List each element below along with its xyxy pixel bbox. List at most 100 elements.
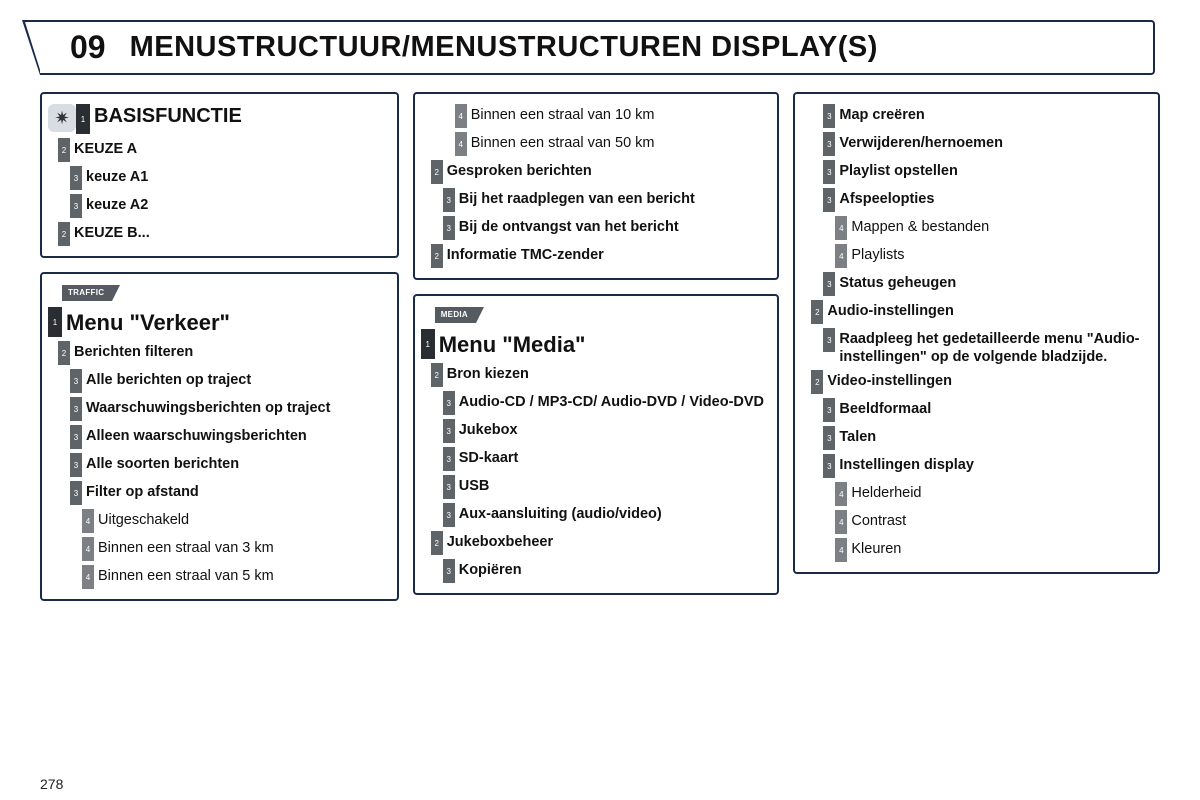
menu-item: 3Audio-CD / MP3-CD/ Audio-DVD / Video-DV… [421, 389, 770, 417]
menu-label: keuze A2 [86, 194, 148, 214]
columns: ✷ 1 BASISFUNCTIE 2KEUZE A3keuze A13keuze… [40, 92, 1160, 601]
menu-label: KEUZE A [74, 138, 137, 158]
menu-item: 3keuze A1 [48, 164, 389, 192]
menu-item: 4Kleuren [801, 536, 1150, 564]
menu-label: Informatie TMC-zender [447, 244, 604, 264]
menu-item: 2KEUZE A [48, 136, 389, 164]
level-marker: 2 [431, 160, 443, 184]
level-marker: 1 [421, 329, 435, 359]
menu-label: Talen [839, 426, 876, 446]
level-marker: 3 [443, 188, 455, 212]
menu-label: Instellingen display [839, 454, 974, 474]
menu-label: Kleuren [851, 538, 901, 558]
level-marker: 4 [82, 565, 94, 589]
menu-label: Afspeelopties [839, 188, 934, 208]
menu-label: Berichten filteren [74, 341, 193, 361]
level-marker: 3 [443, 216, 455, 240]
level-marker: 3 [443, 419, 455, 443]
level-marker: 3 [70, 194, 82, 218]
level-marker: 4 [835, 538, 847, 562]
level-marker: 3 [443, 447, 455, 471]
level-marker: 4 [455, 104, 467, 128]
menu-item: 3Alleen waarschuwingsberichten [48, 423, 389, 451]
level-marker: 2 [431, 244, 443, 268]
level-marker: 4 [82, 537, 94, 561]
menu-item: 3USB [421, 473, 770, 501]
menu-label: KEUZE B... [74, 222, 150, 242]
menu-item: 4Helderheid [801, 480, 1150, 508]
level-marker: 3 [823, 328, 835, 352]
level-marker: 3 [70, 397, 82, 421]
menu-label: Bron kiezen [447, 363, 529, 383]
column-2: 4Binnen een straal van 10 km4Binnen een … [413, 92, 780, 601]
level-marker: 4 [835, 482, 847, 506]
traffic-chip: TRAFFIC [62, 285, 112, 301]
menu-item: 4Binnen een straal van 5 km [48, 563, 389, 591]
menu-label: Audio-instellingen [827, 300, 953, 320]
brightness-icon: ✷ [48, 104, 76, 132]
chapter-tab: 09 MENUSTRUCTUUR/MENUSTRUCTUREN DISPLAY(… [40, 20, 1155, 75]
menu-label: Waarschuwingsberichten op traject [86, 397, 330, 417]
menu-item: 2Berichten filteren [48, 339, 389, 367]
menu-label: Map creëren [839, 104, 924, 124]
menu-label: Video-instellingen [827, 370, 952, 390]
menu-item: 3Beeldformaal [801, 396, 1150, 424]
menu-item: 2Jukeboxbeheer [421, 529, 770, 557]
level-marker: 3 [70, 453, 82, 477]
menu-label: Alle berichten op traject [86, 369, 251, 389]
menu-item: 4Uitgeschakeld [48, 507, 389, 535]
media-chip: MEDIA [435, 307, 476, 323]
level-marker: 4 [835, 244, 847, 268]
menu-label: keuze A1 [86, 166, 148, 186]
menu-label: Mappen & bestanden [851, 216, 989, 236]
menu-item: 3Verwijderen/hernoemen [801, 130, 1150, 158]
level-marker: 4 [835, 216, 847, 240]
menu-label: Alle soorten berichten [86, 453, 239, 473]
menu-item: 4Binnen een straal van 10 km [421, 102, 770, 130]
level-marker: 3 [823, 426, 835, 450]
menu-item: 3Jukebox [421, 417, 770, 445]
level-marker: 3 [443, 559, 455, 583]
level-marker: 1 [48, 307, 62, 337]
menu-item: 3Raadpleeg het gedetailleerde menu "Audi… [801, 326, 1150, 368]
menu-label: Aux-aansluiting (audio/video) [459, 503, 662, 523]
panel-title: Menu "Media" [439, 329, 586, 359]
menu-label: Audio-CD / MP3-CD/ Audio-DVD / Video-DVD [459, 391, 764, 411]
title-row: ✷ 1 BASISFUNCTIE [48, 102, 389, 136]
panel-title: Menu "Verkeer" [66, 307, 230, 337]
page-header: 09 MENUSTRUCTUUR/MENUSTRUCTUREN DISPLAY(… [40, 20, 1160, 80]
level-marker: 4 [82, 509, 94, 533]
menu-item: 3Alle soorten berichten [48, 451, 389, 479]
title-row: 1 Menu "Media" [421, 327, 770, 361]
panel-media-cont: 3Map creëren3Verwijderen/hernoemen3Playl… [793, 92, 1160, 574]
menu-label: Beeldformaal [839, 398, 931, 418]
menu-label: Bij de ontvangst van het bericht [459, 216, 679, 236]
column-3: 3Map creëren3Verwijderen/hernoemen3Playl… [793, 92, 1160, 601]
level-marker: 1 [76, 104, 90, 134]
menu-item: 2Informatie TMC-zender [421, 242, 770, 270]
panel-media: MEDIA 1 Menu "Media" 2Bron kiezen3Audio-… [413, 294, 780, 595]
menu-item: 3keuze A2 [48, 192, 389, 220]
menu-item: 4Mappen & bestanden [801, 214, 1150, 242]
panel-title: BASISFUNCTIE [94, 104, 242, 129]
level-marker: 2 [811, 300, 823, 324]
menu-label: Raadpleeg het gedetailleerde menu "Audio… [839, 328, 1150, 366]
level-marker: 2 [811, 370, 823, 394]
menu-item: 2Audio-instellingen [801, 298, 1150, 326]
menu-label: Verwijderen/hernoemen [839, 132, 1003, 152]
level-marker: 2 [431, 531, 443, 555]
menu-item: 4Contrast [801, 508, 1150, 536]
menu-item: 4Binnen een straal van 50 km [421, 130, 770, 158]
panel-verkeer-cont: 4Binnen een straal van 10 km4Binnen een … [413, 92, 780, 280]
menu-item: 3Playlist opstellen [801, 158, 1150, 186]
menu-label: Binnen een straal van 5 km [98, 565, 274, 585]
menu-item: 3Afspeelopties [801, 186, 1150, 214]
menu-label: Helderheid [851, 482, 921, 502]
level-marker: 3 [823, 160, 835, 184]
level-marker: 3 [443, 391, 455, 415]
menu-label: Binnen een straal van 50 km [471, 132, 655, 152]
menu-label: Playlists [851, 244, 904, 264]
chapter-number: 09 [70, 29, 106, 66]
level-marker: 2 [58, 222, 70, 246]
menu-item: 3Alle berichten op traject [48, 367, 389, 395]
